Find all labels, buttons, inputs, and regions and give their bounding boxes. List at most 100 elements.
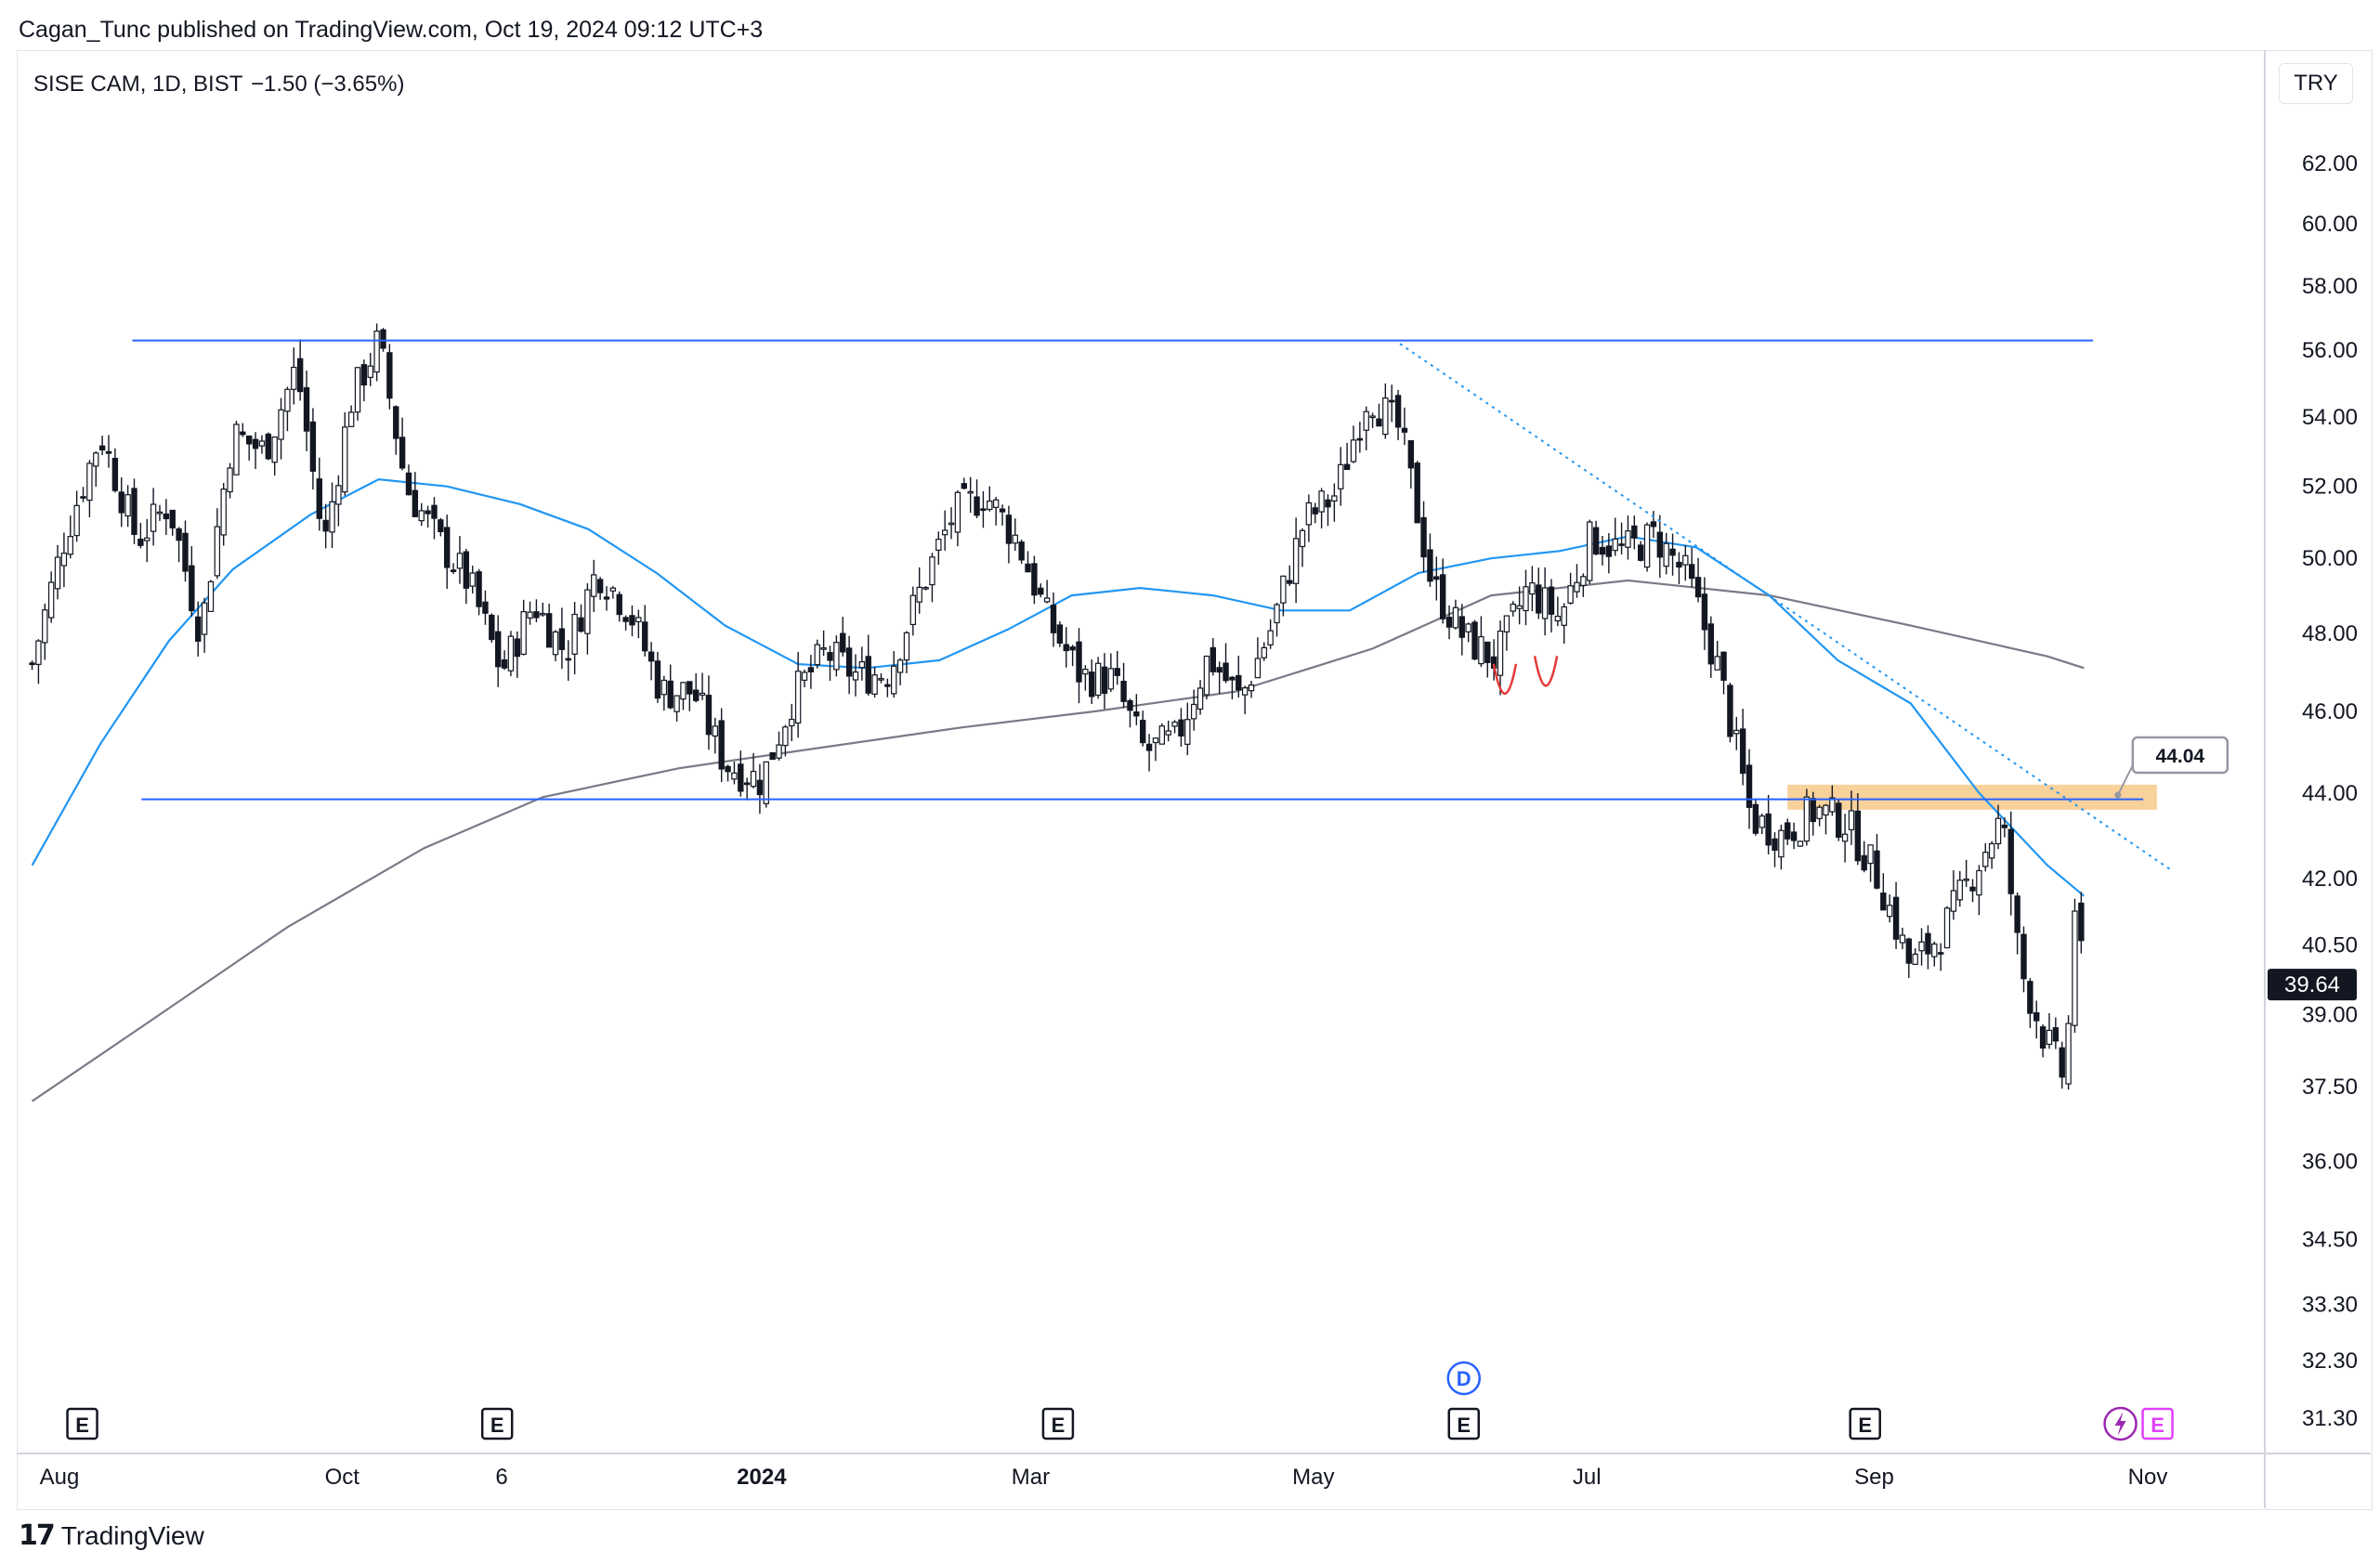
- candle-body: [1599, 546, 1606, 555]
- double-bottom-arc: [1492, 663, 1518, 696]
- earnings-marker-icon: [66, 1407, 98, 1440]
- candle-body: [1592, 527, 1600, 555]
- candle-body: [833, 642, 840, 671]
- candle-body: [1241, 687, 1249, 696]
- candle-body: [1854, 810, 1862, 862]
- candle-body: [444, 527, 451, 568]
- tradingview-logo[interactable]: 17 TradingView: [19, 1519, 204, 1552]
- candle-body: [47, 581, 55, 619]
- candle-body: [393, 406, 399, 439]
- candle-body: [335, 485, 342, 505]
- candle-body: [1445, 617, 1453, 628]
- candle-body: [680, 682, 687, 700]
- candle-body: [367, 365, 373, 378]
- candle-body: [591, 574, 597, 597]
- candle-body: [1829, 797, 1836, 813]
- candle-body: [1778, 829, 1785, 858]
- candle-body: [380, 329, 386, 349]
- candle-body: [1797, 841, 1804, 847]
- candle-body: [635, 617, 642, 623]
- candle-body: [2033, 1011, 2040, 1022]
- candle-body: [1605, 545, 1613, 557]
- candle-body: [214, 526, 221, 577]
- earnings-marker-letter: E: [1858, 1414, 1872, 1437]
- earnings-marker-icon: [1041, 1407, 1075, 1440]
- candle-body: [386, 352, 393, 399]
- candle-body: [1043, 597, 1051, 603]
- candle-body: [1210, 646, 1216, 672]
- candle-body: [1676, 561, 1682, 568]
- candle-body: [858, 660, 866, 669]
- candle-body: [98, 445, 106, 450]
- y-tick-label: 46.00: [2302, 699, 2358, 724]
- currency-selector[interactable]: TRY: [2279, 63, 2353, 104]
- candle-body: [469, 572, 476, 587]
- candle-body: [1943, 907, 1951, 949]
- x-tick-label: 2024: [737, 1465, 787, 1490]
- candle-body: [1025, 563, 1031, 573]
- candle-body: [494, 631, 502, 668]
- candle-body: [1631, 525, 1638, 539]
- earnings-marker-letter: E: [490, 1414, 504, 1437]
- candle-body: [2065, 1023, 2072, 1085]
- candle-body: [558, 628, 566, 650]
- candle-body: [42, 609, 48, 644]
- symbol-title: SISE CAM, 1D, BIST: [33, 72, 243, 97]
- lightning-icon: [2114, 1412, 2126, 1436]
- candle-body: [265, 433, 272, 460]
- candle-body: [884, 684, 891, 687]
- candle-body: [1669, 548, 1676, 556]
- earnings-marker-letter: E: [1457, 1414, 1471, 1437]
- candle-body: [769, 751, 776, 761]
- candle-body: [756, 779, 764, 796]
- candle-body: [316, 478, 322, 519]
- candle-body: [1663, 542, 1669, 567]
- candle-body: [1772, 838, 1778, 852]
- candle-body: [1452, 606, 1459, 629]
- candle-body: [354, 367, 361, 413]
- candle-body: [1145, 743, 1153, 751]
- candle-body: [169, 509, 176, 528]
- x-tick-label: Sep: [1854, 1465, 1894, 1490]
- candle-body: [1261, 646, 1267, 658]
- candle-body: [60, 553, 68, 567]
- candle-body: [896, 659, 904, 673]
- candle-body: [80, 496, 86, 499]
- candle-body: [789, 718, 795, 727]
- candle-body: [425, 510, 431, 515]
- candle-body: [1325, 499, 1331, 508]
- candle-body: [545, 613, 553, 648]
- candle-body: [1707, 623, 1714, 665]
- candle-body: [935, 539, 942, 552]
- candle-body: [54, 556, 61, 590]
- y-tick-label: 37.50: [2302, 1075, 2358, 1100]
- chart-frame[interactable]: [17, 50, 2373, 1510]
- candle-body: [1338, 463, 1344, 489]
- candle-body: [1580, 576, 1587, 586]
- candle-body: [1886, 905, 1893, 918]
- candle-body: [1574, 581, 1580, 593]
- candle-body: [616, 593, 622, 616]
- candle-body: [922, 587, 929, 590]
- candle-body: [2020, 933, 2027, 980]
- candle-body: [2007, 828, 2014, 894]
- candle-body: [750, 771, 757, 788]
- candle-body: [603, 596, 610, 600]
- candle-body: [667, 680, 673, 709]
- candle-body: [527, 611, 533, 619]
- candle-body: [1982, 852, 1989, 867]
- candle-body: [1880, 893, 1887, 911]
- candle-body: [342, 426, 348, 493]
- candle-body: [1152, 737, 1159, 744]
- candle-body: [1465, 623, 1471, 632]
- candle-body: [1414, 463, 1420, 524]
- candle-body: [1720, 651, 1727, 681]
- candle-body: [1343, 463, 1351, 471]
- price-callout-box: [2131, 736, 2230, 775]
- candle-body: [1331, 495, 1338, 502]
- candle-body: [1082, 669, 1089, 675]
- candle-body: [2046, 1029, 2053, 1046]
- candle-body: [1752, 803, 1759, 834]
- y-tick-label: 44.00: [2302, 781, 2358, 806]
